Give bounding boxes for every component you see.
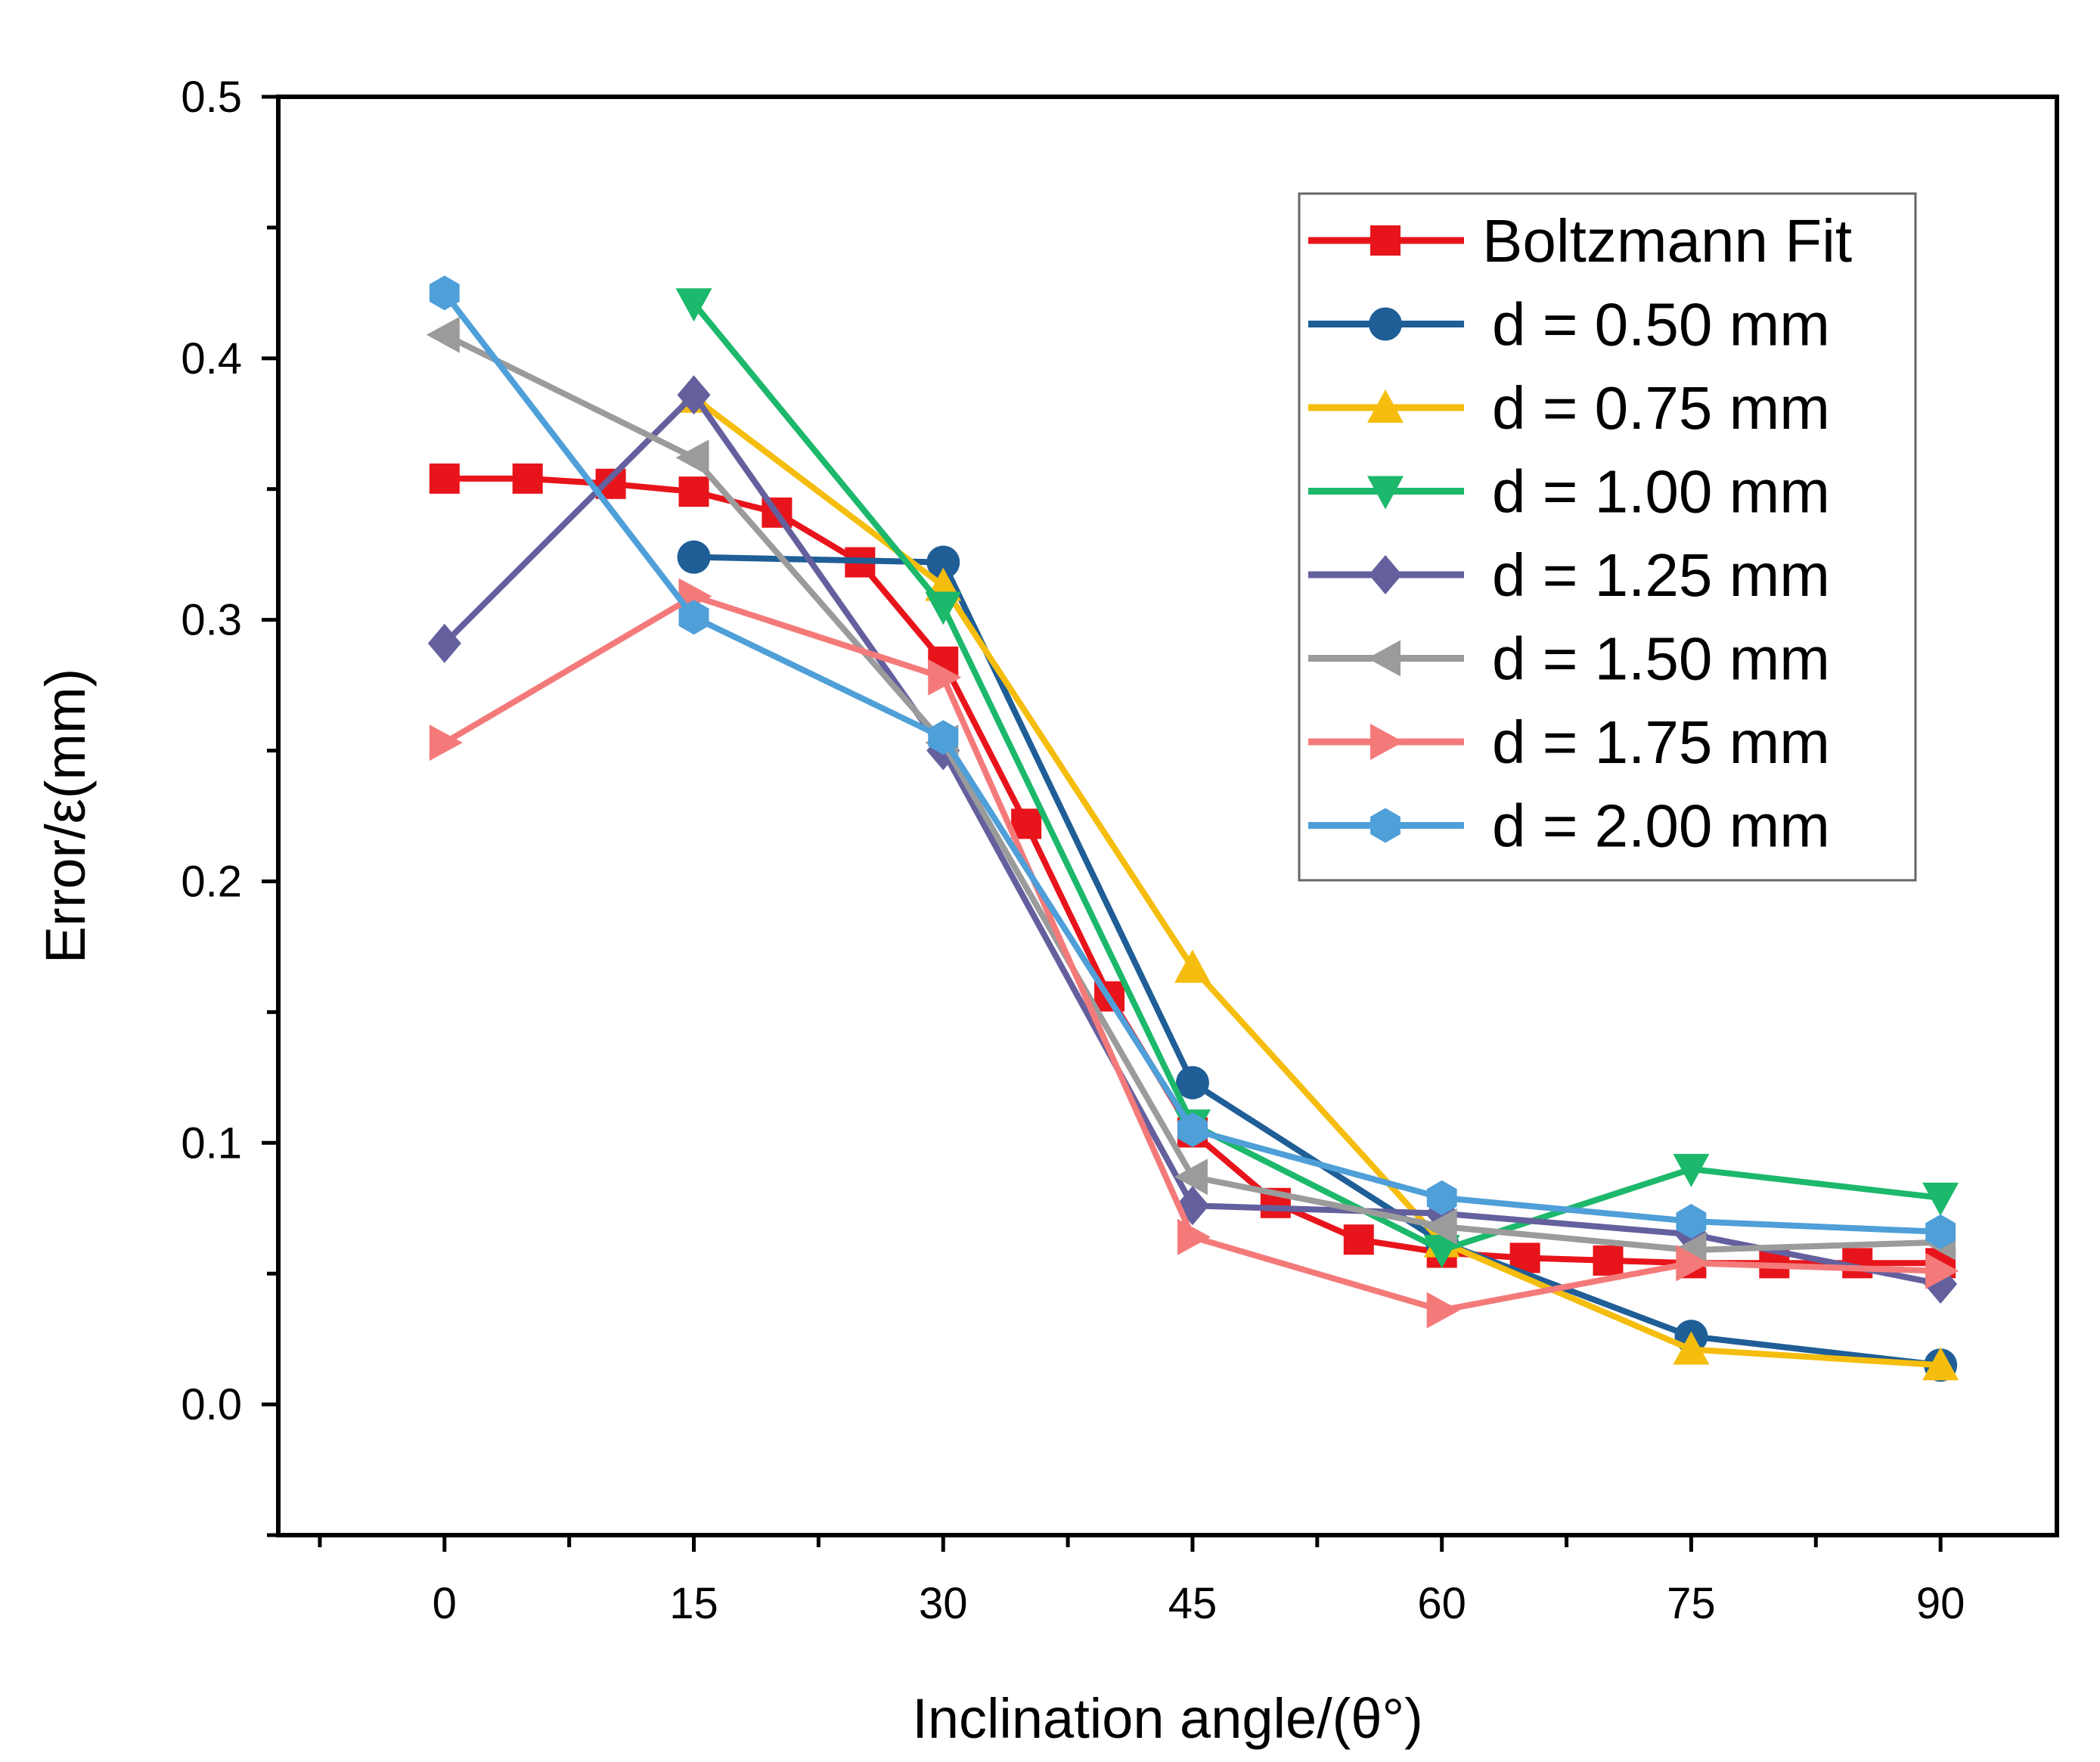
y-tick-label: 0.0 bbox=[181, 1380, 242, 1429]
legend-label: d = 1.75 mm bbox=[1492, 709, 1830, 776]
plot-frame bbox=[276, 95, 2059, 1537]
data-point bbox=[926, 545, 960, 579]
data-point bbox=[429, 275, 460, 311]
legend: Boltzmann Fit d = 0.50 mm d = 0.75 mm d = 1… bbox=[1298, 192, 1917, 882]
data-point bbox=[1593, 1245, 1624, 1276]
data-point bbox=[1175, 1066, 1209, 1100]
x-tick-label: 15 bbox=[669, 1579, 718, 1628]
legend-swatch-marker bbox=[1369, 307, 1402, 341]
legend-swatch-marker bbox=[1367, 640, 1401, 677]
legend-label: d = 2.00 mm bbox=[1492, 793, 1830, 860]
legend-label: Boltzmann Fit bbox=[1482, 207, 1852, 275]
data-point bbox=[427, 623, 461, 663]
data-point bbox=[677, 540, 711, 574]
data-point bbox=[429, 463, 460, 494]
legend-swatch-marker bbox=[1370, 808, 1401, 843]
data-point bbox=[1922, 1182, 1959, 1216]
data-point bbox=[1174, 1159, 1208, 1196]
data-point bbox=[678, 476, 709, 507]
data-point bbox=[1925, 1252, 1959, 1289]
data-point bbox=[677, 375, 711, 415]
x-tick-label: 30 bbox=[919, 1579, 968, 1628]
x-tick-label: 45 bbox=[1168, 1579, 1218, 1628]
data-point bbox=[928, 720, 959, 755]
data-point bbox=[1423, 1235, 1460, 1269]
y-axis-title: Error/ε(mm) bbox=[34, 669, 97, 964]
legend-item: d = 1.25 mm bbox=[1308, 541, 1830, 609]
legend-item: d = 1.50 mm bbox=[1308, 625, 1830, 693]
data-point bbox=[426, 316, 460, 353]
legend-swatch-marker bbox=[1370, 724, 1404, 760]
x-tick-label: 0 bbox=[433, 1579, 457, 1628]
y-tick-label: 0.5 bbox=[181, 73, 242, 122]
series-layer bbox=[426, 275, 1959, 1382]
y-tick-label: 0.4 bbox=[181, 334, 242, 383]
data-point bbox=[429, 724, 463, 762]
legend-label: d = 0.50 mm bbox=[1492, 291, 1830, 358]
data-point bbox=[1423, 1208, 1457, 1245]
data-point bbox=[1426, 1292, 1460, 1329]
legend-label: d = 1.25 mm bbox=[1492, 541, 1830, 609]
legend-box bbox=[1298, 192, 1917, 882]
legend-label: d = 1.00 mm bbox=[1492, 458, 1830, 526]
data-point bbox=[1177, 1218, 1211, 1255]
legend-item: d = 1.75 mm bbox=[1308, 709, 1830, 776]
data-point bbox=[1922, 1347, 1959, 1381]
data-point bbox=[1343, 1224, 1374, 1255]
data-point bbox=[1676, 1204, 1707, 1239]
series-d-1-50-mm bbox=[426, 316, 1956, 1269]
data-point bbox=[925, 591, 962, 625]
legend-item: d = 2.00 mm bbox=[1308, 793, 1830, 860]
data-point bbox=[1426, 1180, 1457, 1215]
x-tick-label: 60 bbox=[1417, 1579, 1466, 1628]
x-tick-label: 90 bbox=[1916, 1579, 1965, 1628]
data-point bbox=[1925, 1214, 1956, 1249]
legend-label: d = 0.75 mm bbox=[1492, 374, 1830, 442]
data-point bbox=[1174, 949, 1211, 983]
legend-item: Boltzmann Fit bbox=[1308, 207, 1852, 275]
y-tick-label: 0.1 bbox=[181, 1118, 242, 1168]
legend-item: d = 1.00 mm bbox=[1308, 458, 1830, 526]
y-tick-label: 0.3 bbox=[181, 596, 242, 645]
legend-swatch-marker bbox=[1367, 476, 1404, 510]
data-point bbox=[1177, 1112, 1208, 1147]
y-tick-label: 0.2 bbox=[181, 857, 242, 906]
data-point bbox=[675, 439, 709, 476]
ticks-layer: 0 15 30 45 60 75 90 0.0 0.1 0.2 0.3 0.4 0.5 bbox=[181, 73, 1965, 1628]
x-axis-title: Inclination angle/(θ°) bbox=[912, 1687, 1422, 1750]
legend-swatch-marker bbox=[1367, 389, 1404, 423]
data-point bbox=[928, 659, 962, 696]
data-point bbox=[1676, 1245, 1710, 1282]
data-point bbox=[678, 600, 709, 635]
data-point bbox=[1673, 1331, 1710, 1365]
series-line bbox=[691, 301, 1941, 1254]
legend-swatch-marker bbox=[1370, 225, 1401, 256]
legend-label: d = 1.50 mm bbox=[1492, 625, 1830, 693]
legend-item: d = 0.75 mm bbox=[1308, 374, 1830, 442]
x-tick-label: 75 bbox=[1667, 1579, 1716, 1628]
data-point bbox=[512, 463, 543, 494]
series-d-2-00-mm bbox=[429, 275, 1956, 1249]
data-point bbox=[675, 288, 712, 322]
legend-item: d = 0.50 mm bbox=[1308, 291, 1830, 358]
legend-swatch-marker bbox=[1369, 555, 1402, 594]
data-point bbox=[1673, 1153, 1710, 1187]
